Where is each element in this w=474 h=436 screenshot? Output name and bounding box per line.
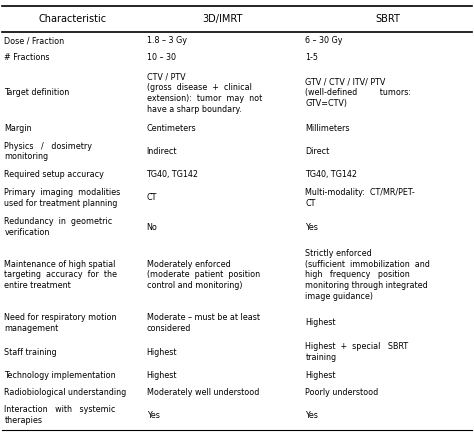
- Text: TG40, TG142: TG40, TG142: [146, 170, 199, 179]
- Text: Interaction   with   systemic
therapies: Interaction with systemic therapies: [4, 405, 116, 425]
- Text: Multi-modality:  CT/MR/PET-
CT: Multi-modality: CT/MR/PET- CT: [305, 188, 415, 208]
- Text: Technology implementation: Technology implementation: [4, 371, 116, 380]
- Text: Required setup accuracy: Required setup accuracy: [4, 170, 104, 179]
- Text: TG40, TG142: TG40, TG142: [305, 170, 357, 179]
- Text: Primary  imaging  modalities
used for treatment planning: Primary imaging modalities used for trea…: [4, 188, 120, 208]
- Text: Margin: Margin: [4, 124, 32, 133]
- Text: 3D/IMRT: 3D/IMRT: [202, 14, 243, 24]
- Text: Moderately enforced
(moderate  patient  position
control and monitoring): Moderately enforced (moderate patient po…: [146, 260, 260, 290]
- Text: Yes: Yes: [146, 411, 159, 420]
- Text: # Fractions: # Fractions: [4, 53, 50, 62]
- Text: Centimeters: Centimeters: [146, 124, 196, 133]
- Text: Poorly understood: Poorly understood: [305, 388, 379, 397]
- Text: Highest: Highest: [305, 318, 336, 327]
- Text: 1.8 – 3 Gy: 1.8 – 3 Gy: [146, 36, 187, 45]
- Text: Moderately well understood: Moderately well understood: [146, 388, 259, 397]
- Text: CTV / PTV
(gross  disease  +  clinical
extension):  tumor  may  not
have a sharp: CTV / PTV (gross disease + clinical exte…: [146, 72, 262, 113]
- Text: Maintenance of high spatial
targeting  accuracy  for  the
entire treatment: Maintenance of high spatial targeting ac…: [4, 260, 118, 290]
- Text: Characteristic: Characteristic: [38, 14, 106, 24]
- Text: Yes: Yes: [305, 223, 318, 232]
- Text: Physics   /   dosimetry
monitoring: Physics / dosimetry monitoring: [4, 142, 92, 161]
- Text: Staff training: Staff training: [4, 347, 57, 357]
- Text: Moderate – must be at least
considered: Moderate – must be at least considered: [146, 313, 260, 333]
- Text: Direct: Direct: [305, 147, 329, 156]
- Text: Highest: Highest: [146, 371, 177, 380]
- Text: Highest: Highest: [146, 347, 177, 357]
- Text: Dose / Fraction: Dose / Fraction: [4, 36, 64, 45]
- Text: Need for respiratory motion
management: Need for respiratory motion management: [4, 313, 117, 333]
- Text: Millimeters: Millimeters: [305, 124, 350, 133]
- Text: Redundancy  in  geometric
verification: Redundancy in geometric verification: [4, 217, 113, 237]
- Text: 1-5: 1-5: [305, 53, 319, 62]
- Text: No: No: [146, 223, 157, 232]
- Text: 10 – 30: 10 – 30: [146, 53, 175, 62]
- Text: Indirect: Indirect: [146, 147, 177, 156]
- Text: Target definition: Target definition: [4, 89, 70, 98]
- Text: SBRT: SBRT: [375, 14, 400, 24]
- Text: Yes: Yes: [305, 411, 318, 420]
- Text: CT: CT: [146, 193, 157, 202]
- Text: Radiobiological understanding: Radiobiological understanding: [4, 388, 127, 397]
- Text: Highest  +  special   SBRT
training: Highest + special SBRT training: [305, 342, 409, 362]
- Text: 6 – 30 Gy: 6 – 30 Gy: [305, 36, 343, 45]
- Text: Highest: Highest: [305, 371, 336, 380]
- Text: GTV / CTV / ITV/ PTV
(well-defined         tumors:
GTV=CTV): GTV / CTV / ITV/ PTV (well-defined tumor…: [305, 78, 411, 108]
- Text: Strictly enforced
(sufficient  immobilization  and
high   frequency   position
m: Strictly enforced (sufficient immobiliza…: [305, 249, 430, 301]
